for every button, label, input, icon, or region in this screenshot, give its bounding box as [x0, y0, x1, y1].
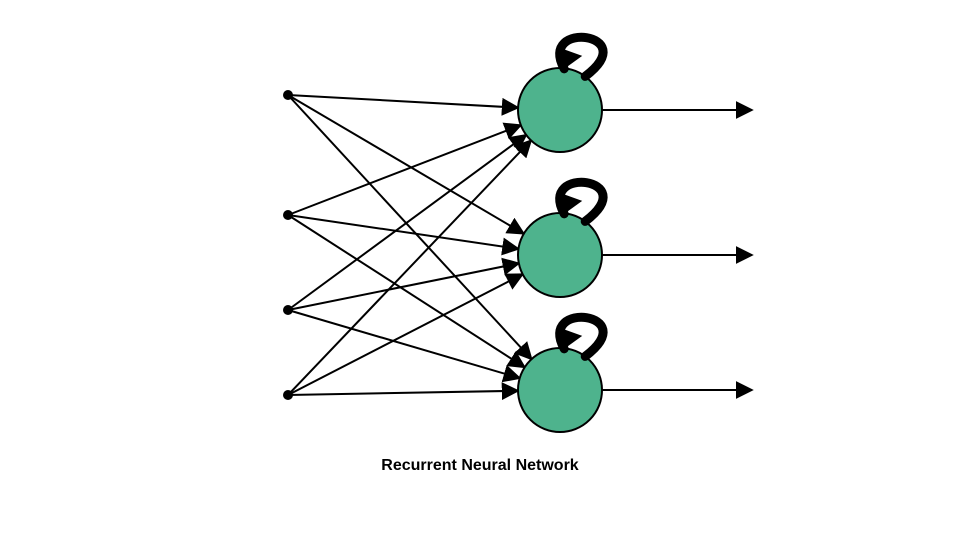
input-node	[283, 305, 293, 315]
edge	[288, 310, 520, 378]
input-node	[283, 210, 293, 220]
hidden-node	[518, 348, 602, 432]
edge	[288, 391, 518, 395]
edge	[288, 125, 521, 215]
edge	[288, 274, 523, 395]
edge	[288, 135, 526, 310]
edge	[288, 95, 518, 108]
edge	[288, 95, 524, 234]
nodes-layer	[283, 68, 602, 432]
input-node	[283, 390, 293, 400]
hidden-node	[518, 213, 602, 297]
input-node	[283, 90, 293, 100]
hidden-node	[518, 68, 602, 152]
edge	[288, 263, 519, 310]
diagram-caption: Recurrent Neural Network	[381, 457, 578, 474]
